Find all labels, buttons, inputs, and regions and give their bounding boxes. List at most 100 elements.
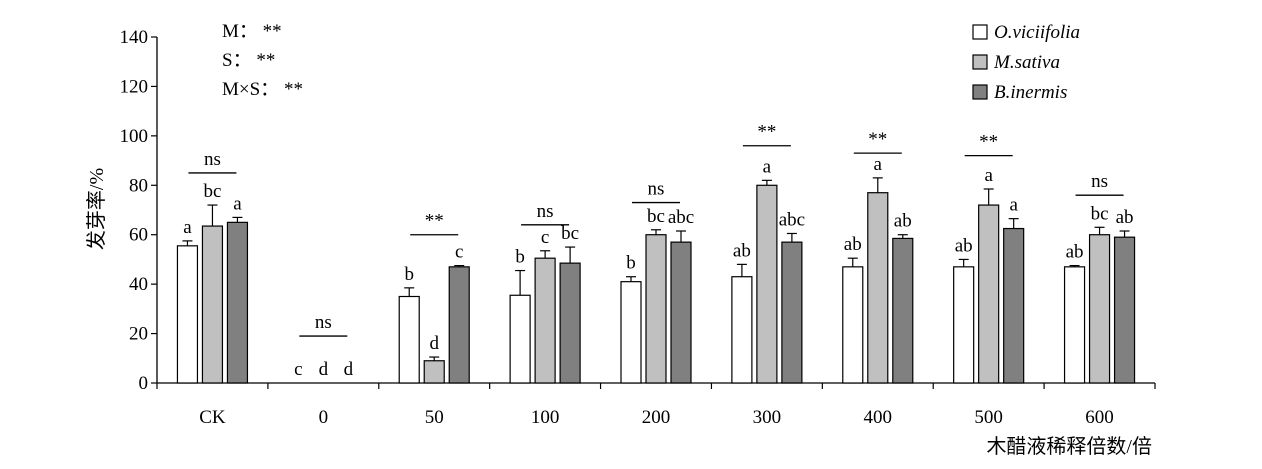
significance-label: ns (315, 312, 332, 333)
y-axis-label: 发芽率/% (85, 168, 108, 250)
anova-line: S： ** (222, 50, 275, 71)
anova-line: M： ** (222, 21, 282, 42)
y-tick-label: 80 (129, 175, 148, 196)
bar (781, 241, 803, 384)
bar (176, 245, 199, 384)
y-tick-label: 0 (139, 373, 149, 394)
y-tick-label: 60 (129, 225, 148, 246)
bar (1063, 266, 1086, 384)
bar (226, 221, 249, 384)
bar (1003, 227, 1025, 384)
significance-letter: a (763, 156, 772, 177)
y-tick-label: 120 (120, 76, 149, 97)
significance-label: ns (1091, 171, 1108, 192)
y-tick-label: 100 (120, 126, 149, 147)
significance-label: ** (757, 122, 776, 143)
significance-letter: ab (844, 234, 862, 255)
bar (620, 281, 642, 384)
significance-letter: abc (668, 207, 694, 228)
significance-letter: d (344, 359, 354, 380)
significance-letter: b (404, 264, 414, 285)
anova-value: ** (279, 79, 303, 100)
bar (201, 225, 224, 384)
anova-factor: S： (222, 50, 252, 71)
significance-letter: ab (1066, 242, 1084, 263)
anova-factor: M×S： (222, 79, 279, 100)
anova-line: M×S： ** (222, 79, 303, 100)
bar (423, 360, 445, 384)
bar (509, 294, 531, 384)
significance-marks: ns ns ** ns ns ** ** ** ns (188, 122, 1124, 337)
anova-text: M： **S： **M×S： ** (222, 21, 303, 100)
significance-label: ** (425, 211, 444, 232)
bar (1088, 234, 1111, 384)
significance-letter: a (984, 165, 993, 186)
legend-swatch (972, 84, 988, 100)
x-tick-label: 600 (1085, 407, 1114, 428)
significance-letter: ab (733, 240, 751, 261)
bar (731, 276, 753, 384)
anova-factor: M： (222, 21, 258, 42)
bar (448, 266, 470, 384)
bar (953, 266, 975, 384)
y-tick-label: 140 (120, 27, 149, 48)
significance-letter: bc (561, 223, 579, 244)
bar (645, 234, 667, 384)
significance-letter: ab (894, 211, 912, 232)
significance-letter: c (294, 359, 302, 380)
x-tick-label: 500 (974, 407, 1003, 428)
bar (534, 257, 556, 384)
legend: O.viciifolia M.sativa B.inermis (972, 22, 1080, 103)
significance-letter: ab (955, 235, 973, 256)
significance-letter: b (626, 253, 636, 274)
x-tick-label: 200 (642, 407, 671, 428)
x-tick-label: 100 (531, 407, 560, 428)
significance-letter: d (319, 359, 329, 380)
bar (756, 184, 778, 384)
y-tick-label: 40 (129, 274, 148, 295)
significance-label: ns (648, 179, 665, 200)
bar (842, 266, 864, 384)
bar (559, 262, 581, 384)
x-axis-label: 木醋液稀释倍数/倍 (986, 435, 1152, 458)
anova-value: ** (258, 21, 282, 42)
anova-value: ** (252, 50, 276, 71)
legend-swatch (972, 54, 988, 70)
significance-letter: b (515, 247, 525, 268)
significance-label: ** (979, 132, 998, 153)
significance-label: ** (868, 129, 887, 150)
bar (1113, 236, 1136, 384)
x-tick-label: 0 (319, 407, 329, 428)
bar (978, 204, 1000, 384)
bar (867, 192, 889, 384)
significance-letter: c (455, 242, 463, 263)
significance-letter: c (541, 227, 549, 248)
x-tick-label: 50 (425, 407, 444, 428)
significance-letter: a (1009, 195, 1018, 216)
significance-letter: a (874, 154, 883, 175)
legend-swatch (972, 24, 988, 40)
axes: 0 20 40 60 80 100 120 140 CK 0 50 100 200 300 400 500 60… (120, 27, 1156, 428)
x-tick-label: 300 (753, 407, 782, 428)
legend-label: M.sativa (993, 52, 1060, 73)
significance-letter: bc (203, 181, 221, 202)
significance-letter: bc (1091, 203, 1109, 224)
significance-letter: d (429, 333, 439, 354)
bar (670, 241, 692, 384)
significance-letter: abc (779, 209, 805, 230)
significance-letter: a (183, 217, 192, 238)
x-tick-label: 400 (864, 407, 893, 428)
x-tick-label: CK (199, 407, 226, 428)
significance-label: ns (204, 149, 221, 170)
y-tick-label: 20 (129, 324, 148, 345)
significance-letter: ab (1116, 207, 1134, 228)
legend-label: B.inermis (994, 82, 1067, 103)
legend-label: O.viciifolia (994, 22, 1080, 43)
significance-letter: bc (647, 206, 665, 227)
bar (892, 237, 914, 384)
significance-label: ns (537, 201, 554, 222)
significance-letter: a (233, 193, 242, 214)
bar (398, 295, 420, 384)
